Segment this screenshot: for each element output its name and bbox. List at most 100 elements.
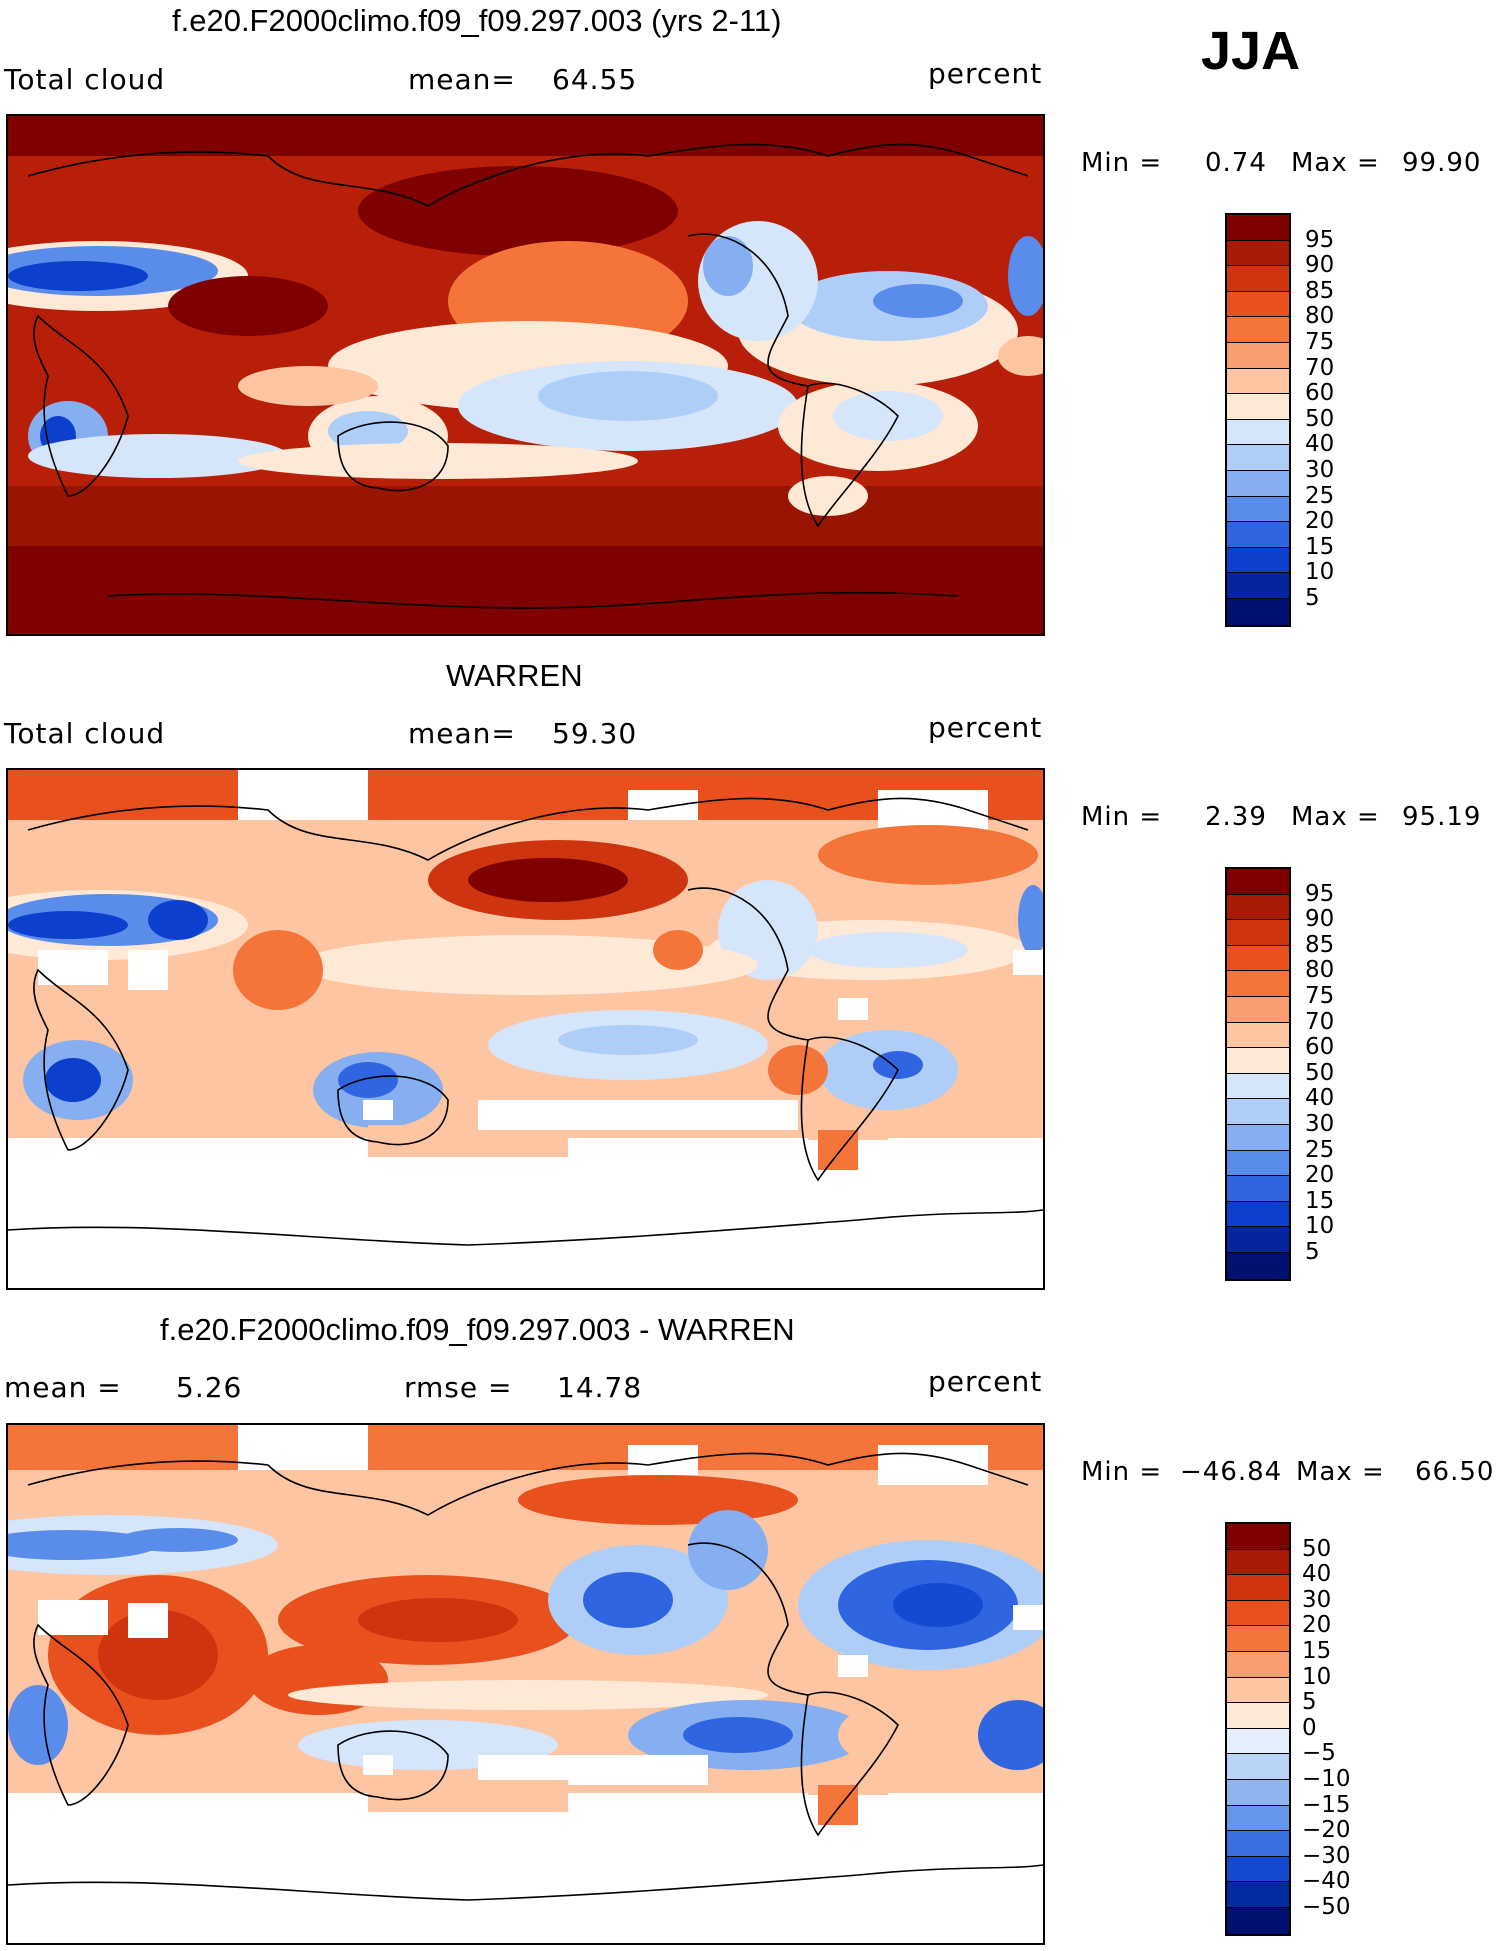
colorbar-tick-label: 50 <box>1305 405 1335 432</box>
colorbar-segment <box>1227 1626 1289 1652</box>
panel1-map <box>6 114 1045 636</box>
colorbar-segment <box>1227 419 1289 446</box>
panel2-variable-label: Total cloud <box>4 717 166 750</box>
colorbar-tick-label: 50 <box>1305 1059 1335 1086</box>
colorbar-segment <box>1227 317 1289 343</box>
colorbar-segment <box>1227 522 1289 548</box>
colorbar-tick-label: −40 <box>1302 1868 1351 1895</box>
colorbar-segment <box>1227 1575 1289 1601</box>
colorbar-segment <box>1227 1524 1289 1550</box>
panel1-min-value: 0.74 <box>1205 148 1267 178</box>
colorbar-segment <box>1227 240 1289 267</box>
panel3-map <box>6 1423 1045 1945</box>
panel3-max-label: Max = <box>1296 1457 1385 1487</box>
colorbar-tick-label: 30 <box>1305 1111 1335 1137</box>
colorbar-segment <box>1227 1022 1289 1049</box>
colorbar-tick-label: 75 <box>1305 983 1335 1009</box>
panel3-min-label: Min = <box>1081 1457 1163 1487</box>
panel3-rmse-label: rmse = <box>404 1371 513 1404</box>
colorbar-segment <box>1227 547 1289 574</box>
colorbar-tick-label: 95 <box>1305 226 1335 253</box>
colorbar-segment <box>1227 1150 1289 1177</box>
colorbar-segment <box>1227 1703 1289 1729</box>
colorbar-segment <box>1227 894 1289 921</box>
panel2-mean-value: 59.30 <box>552 717 638 750</box>
panel2-max-label: Max = <box>1291 802 1380 832</box>
colorbar-tick-label: −5 <box>1302 1740 1336 1767</box>
colorbar-tick-label: 70 <box>1305 354 1335 381</box>
panel3-rmse-value: 14.78 <box>557 1371 643 1404</box>
colorbar-tick-label: 90 <box>1305 252 1335 279</box>
colorbar-tick-label: −15 <box>1302 1791 1351 1818</box>
colorbar-tick-label: 50 <box>1302 1535 1332 1562</box>
colorbar-segment <box>1227 945 1289 972</box>
panel2-max-value: 95.19 <box>1402 802 1482 832</box>
panel2-units: percent <box>928 711 1043 744</box>
colorbar-segment <box>1227 266 1289 292</box>
colorbar-segment <box>1227 1048 1289 1074</box>
colorbar-tick-label: 5 <box>1305 1239 1320 1265</box>
panel2-map-field <box>8 770 1043 1288</box>
panel1-map-field <box>8 116 1043 634</box>
panel3-min-value: −46.84 <box>1180 1457 1283 1487</box>
panel1-title: f.e20.F2000climo.f09_f09.297.003 (yrs 2-… <box>172 3 782 38</box>
panel1-max-label: Max = <box>1291 148 1380 178</box>
colorbar-tick-label: 90 <box>1305 906 1335 933</box>
colorbar-segment <box>1227 1677 1289 1704</box>
panel3-max-value: 66.50 <box>1415 1457 1495 1487</box>
colorbar-tick-label: 40 <box>1305 1085 1335 1112</box>
colorbar-segment <box>1227 394 1289 420</box>
colorbar-tick-label: 15 <box>1305 1187 1335 1214</box>
panel2-colorbar <box>1225 867 1291 1281</box>
colorbar-segment <box>1227 1728 1289 1755</box>
panel1-mean-value: 64.55 <box>552 63 638 96</box>
colorbar-segment <box>1227 215 1289 241</box>
colorbar-segment <box>1227 1252 1289 1279</box>
colorbar-segment <box>1227 1856 1289 1883</box>
colorbar-tick-label: 80 <box>1305 303 1335 330</box>
colorbar-tick-label: 95 <box>1305 880 1335 907</box>
colorbar-segment <box>1227 368 1289 395</box>
colorbar-tick-label: 0 <box>1302 1714 1317 1741</box>
colorbar-segment <box>1227 1600 1289 1627</box>
colorbar-tick-label: 20 <box>1305 1162 1335 1189</box>
panel1-colorbar <box>1225 213 1291 627</box>
colorbar-tick-label: −20 <box>1302 1817 1351 1844</box>
colorbar-segment <box>1227 342 1289 369</box>
panel2-map <box>6 768 1045 1290</box>
colorbar-tick-label: −50 <box>1302 1894 1351 1920</box>
colorbar-tick-label: 10 <box>1302 1663 1332 1690</box>
panel1-max-value: 99.90 <box>1402 148 1482 178</box>
panel2-title: WARREN <box>446 658 583 693</box>
colorbar-tick-label: −30 <box>1302 1842 1351 1869</box>
colorbar-segment <box>1227 573 1289 599</box>
colorbar-segment <box>1227 1882 1289 1908</box>
colorbar-segment <box>1227 920 1289 946</box>
colorbar-tick-label: 15 <box>1305 533 1335 560</box>
colorbar-segment <box>1227 1805 1289 1832</box>
colorbar-segment <box>1227 470 1289 497</box>
panel3-mean-label: mean = <box>4 1371 122 1404</box>
colorbar-tick-label: 40 <box>1302 1561 1332 1588</box>
colorbar-tick-label: 85 <box>1305 277 1335 304</box>
colorbar-segment <box>1227 1907 1289 1934</box>
colorbar-tick-label: 60 <box>1305 380 1335 407</box>
colorbar-segment <box>1227 445 1289 471</box>
colorbar-segment <box>1227 1176 1289 1202</box>
colorbar-segment <box>1227 1201 1289 1228</box>
colorbar-segment <box>1227 869 1289 895</box>
colorbar-segment <box>1227 1124 1289 1151</box>
colorbar-segment <box>1227 598 1289 625</box>
colorbar-segment <box>1227 1754 1289 1780</box>
panel3-colorbar <box>1225 1522 1291 1936</box>
colorbar-tick-label: 25 <box>1305 482 1335 509</box>
colorbar-tick-label: 75 <box>1305 329 1335 355</box>
colorbar-segment <box>1227 1099 1289 1125</box>
colorbar-tick-label: 30 <box>1302 1586 1332 1613</box>
colorbar-tick-label: 80 <box>1305 957 1335 984</box>
colorbar-tick-label: 10 <box>1305 1213 1335 1240</box>
panel2-min-label: Min = <box>1081 802 1163 832</box>
colorbar-tick-label: 30 <box>1305 457 1335 483</box>
colorbar-tick-label: 20 <box>1305 508 1335 535</box>
panel3-mean-value: 5.26 <box>176 1371 243 1404</box>
